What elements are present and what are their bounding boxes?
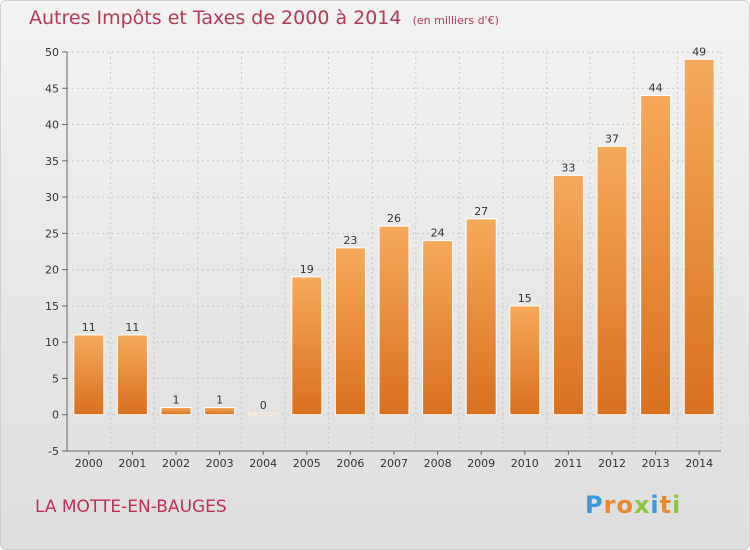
logo-letter: x <box>633 491 651 519</box>
x-tick-label-2010: 2010 <box>511 457 539 470</box>
value-label-2001: 11 <box>125 321 139 334</box>
x-tick-label-2009: 2009 <box>467 457 495 470</box>
logo-letter: r <box>603 491 617 519</box>
logo-letter: t <box>659 491 673 519</box>
bar-2000 <box>73 334 105 416</box>
value-label-2011: 33 <box>561 161 575 174</box>
x-tick-label-2013: 2013 <box>642 457 670 470</box>
x-tick-label-2001: 2001 <box>118 457 146 470</box>
logo-letter: i <box>672 491 682 519</box>
y-tick-label: 10 <box>45 336 59 349</box>
commune-name: LA MOTTE-EN-BAUGES <box>35 497 227 517</box>
value-label-2012: 37 <box>605 132 619 145</box>
x-tick-label-2005: 2005 <box>293 457 321 470</box>
bar-2004 <box>247 412 279 416</box>
value-label-2000: 11 <box>82 321 96 334</box>
x-tick-label-2000: 2000 <box>75 457 103 470</box>
y-tick-label: 5 <box>52 372 59 385</box>
logo-letter: i <box>650 491 660 519</box>
x-tick-label-2004: 2004 <box>249 457 277 470</box>
logo-letter: o <box>616 491 634 519</box>
x-tick-label-2014: 2014 <box>685 457 713 470</box>
bar-2007 <box>378 225 410 416</box>
proxiti-logo: Proxiti <box>585 491 681 519</box>
value-label-2006: 23 <box>343 234 357 247</box>
bar-2014 <box>683 58 715 416</box>
x-tick-label-2011: 2011 <box>554 457 582 470</box>
y-tick-label: 15 <box>45 300 59 313</box>
bar-2011 <box>552 174 584 416</box>
value-label-2009: 27 <box>474 205 488 218</box>
chart-title: Autres Impôts et Taxes de 2000 à 2014 <box>29 7 402 29</box>
value-label-2004: 0 <box>260 399 267 412</box>
x-tick-label-2007: 2007 <box>380 457 408 470</box>
value-label-2002: 1 <box>173 393 180 406</box>
bars <box>73 58 715 416</box>
y-tick-label: 20 <box>45 264 59 277</box>
bar-2013 <box>640 95 672 416</box>
bar-2009 <box>465 218 497 416</box>
x-tick-label-2006: 2006 <box>336 457 364 470</box>
chart-subtitle: (en milliers d'€) <box>412 14 499 27</box>
y-tick-label: 45 <box>45 82 59 95</box>
bar-2006 <box>334 247 366 416</box>
bar-2002 <box>160 406 192 416</box>
y-tick-label: 50 <box>45 46 59 59</box>
x-tick-label-2008: 2008 <box>424 457 452 470</box>
y-tick-label: 35 <box>45 155 59 168</box>
bar-2010 <box>509 305 541 416</box>
value-label-2010: 15 <box>518 292 532 305</box>
x-tick-label-2002: 2002 <box>162 457 190 470</box>
y-tick-label: 25 <box>45 227 59 240</box>
y-tick-label: 30 <box>45 191 59 204</box>
value-label-2013: 44 <box>649 82 663 95</box>
x-tick-label-2003: 2003 <box>206 457 234 470</box>
bar-2012 <box>596 145 628 416</box>
y-tick-label: 0 <box>52 409 59 422</box>
bar-2005 <box>291 276 323 416</box>
value-label-2003: 1 <box>216 393 223 406</box>
value-label-2008: 24 <box>431 227 445 240</box>
logo-letter: P <box>585 491 604 519</box>
bar-2003 <box>204 406 236 416</box>
bar-2008 <box>422 240 454 416</box>
bar-2001 <box>116 334 148 416</box>
chart-title-row: Autres Impôts et Taxes de 2000 à 2014 (e… <box>29 7 499 29</box>
y-tick-label: 40 <box>45 119 59 132</box>
value-label-2014: 49 <box>692 45 706 58</box>
x-tick-label-2012: 2012 <box>598 457 626 470</box>
value-label-2007: 26 <box>387 212 401 225</box>
y-tick-label: -5 <box>48 445 59 458</box>
value-label-2005: 19 <box>300 263 314 276</box>
